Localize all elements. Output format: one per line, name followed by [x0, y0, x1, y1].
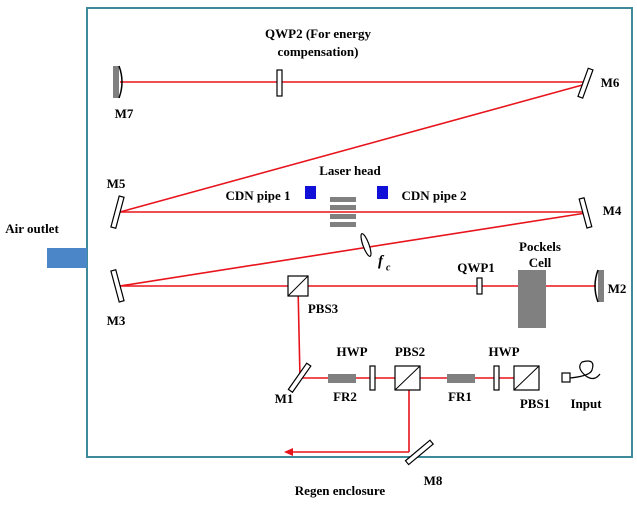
label: Air outlet	[5, 221, 59, 236]
label: Cell	[529, 255, 552, 270]
label: Regen enclosure	[295, 483, 386, 498]
label: M7	[115, 106, 134, 121]
beam-path	[119, 81, 596, 456]
label: compensation)	[278, 44, 359, 59]
label: HWP	[336, 344, 367, 359]
label: PBS1	[520, 396, 550, 411]
label: CDN pipe 1	[225, 188, 290, 203]
label: M5	[107, 176, 126, 191]
label: CDN pipe 2	[401, 188, 466, 203]
label: f	[378, 253, 385, 269]
label: M8	[424, 473, 443, 488]
label: M3	[107, 313, 126, 328]
label: M4	[603, 203, 622, 218]
label: Pockels	[519, 239, 561, 254]
components	[110, 65, 604, 466]
air-outlet-block	[47, 248, 87, 268]
label: QWP2 (For energy	[265, 26, 371, 41]
label: M6	[601, 75, 620, 90]
label: PBS2	[395, 344, 425, 359]
label: M1	[275, 391, 294, 406]
labels: Air outlet Regen enclosure QWP2 (For ene…	[5, 26, 626, 498]
label: c	[386, 262, 391, 273]
label: M2	[608, 281, 627, 296]
label: Laser head	[319, 163, 381, 178]
label: FR2	[333, 389, 357, 404]
enclosure-box	[86, 7, 633, 458]
label: Input	[570, 396, 602, 411]
label: PBS3	[308, 301, 339, 316]
label: HWP	[488, 344, 519, 359]
label: FR1	[448, 389, 472, 404]
label: QWP1	[457, 260, 495, 275]
